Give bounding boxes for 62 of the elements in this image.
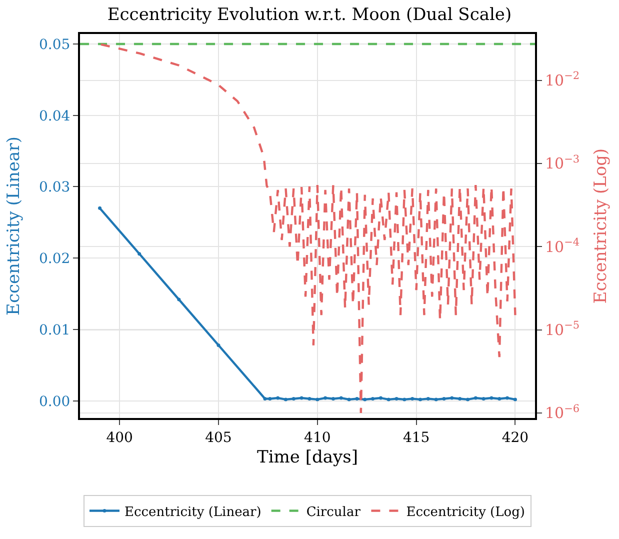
legend-label: Eccentricity (Linear) <box>124 504 262 520</box>
y2-tick-label: 10$^{−3}$ <box>545 153 580 173</box>
line-series <box>98 206 517 402</box>
x-tick-label: 400 <box>106 430 133 446</box>
x-axis-title: Time [days] <box>257 448 358 468</box>
y-tick-label: 0.01 <box>39 322 70 338</box>
point <box>324 396 328 400</box>
point <box>402 398 406 402</box>
y-axis-title: Eccentricity (Linear) <box>4 136 24 316</box>
y-tick-label: 0.05 <box>39 36 70 53</box>
point <box>482 396 486 400</box>
point <box>434 398 438 402</box>
point <box>138 252 142 256</box>
point <box>268 396 272 400</box>
point <box>292 396 296 400</box>
point <box>339 396 343 400</box>
point <box>355 396 359 400</box>
point <box>490 396 494 400</box>
y2-axis-title: Eccentricity (Log) <box>590 148 611 304</box>
legend-label: Eccentricity (Log) <box>406 504 525 520</box>
point <box>331 396 335 400</box>
point <box>426 396 430 400</box>
point <box>300 396 304 400</box>
point <box>506 396 510 400</box>
x-tick-label: 415 <box>402 430 430 446</box>
point <box>378 396 382 400</box>
point <box>263 396 267 400</box>
x-tick-label: 405 <box>205 430 232 446</box>
point <box>276 396 280 400</box>
line-series <box>100 43 516 414</box>
point <box>371 396 375 400</box>
point <box>98 206 102 210</box>
point <box>418 398 422 402</box>
y2-tick-label: 10$^{−4}$ <box>545 236 580 256</box>
y-tick-label: 0.04 <box>39 108 70 124</box>
point <box>466 398 470 402</box>
point <box>216 343 220 347</box>
x-tick-label: 420 <box>502 430 529 446</box>
x-tick-label: 410 <box>304 430 331 446</box>
point <box>474 396 478 400</box>
point <box>458 396 462 400</box>
point <box>450 396 454 400</box>
chart-title: Eccentricity Evolution w.r.t. Moon (Dual Scale) <box>107 4 512 25</box>
point <box>498 396 502 400</box>
point <box>347 398 351 402</box>
point <box>442 396 446 400</box>
y-tick-label: 0.00 <box>39 394 70 410</box>
y2-tick-label: 10$^{−5}$ <box>545 320 580 340</box>
point <box>513 398 517 402</box>
y-tick-label: 0.03 <box>39 180 70 196</box>
point <box>284 398 288 402</box>
point <box>316 398 320 402</box>
y-tick-label: 0.02 <box>39 251 70 268</box>
point <box>410 396 414 400</box>
point <box>363 398 367 402</box>
point <box>386 398 390 402</box>
point <box>177 298 181 302</box>
y2-tick-label: 10$^{−2}$ <box>545 70 580 90</box>
y2-tick-label: 10$^{−6}$ <box>545 402 580 422</box>
legend-label: Circular <box>306 504 362 520</box>
point <box>308 396 312 400</box>
point <box>394 396 398 400</box>
